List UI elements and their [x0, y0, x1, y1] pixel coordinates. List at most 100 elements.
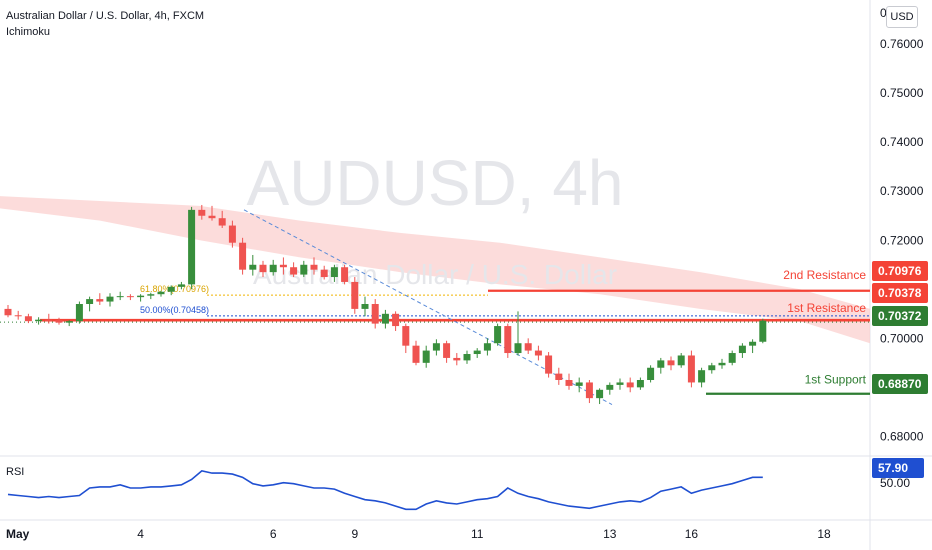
indicator-label: Ichimoku: [6, 26, 50, 38]
candle-body[interactable]: [14, 315, 22, 317]
candle-body[interactable]: [4, 308, 12, 316]
candle-body[interactable]: [96, 299, 104, 302]
candle-body[interactable]: [351, 281, 359, 309]
price-axis[interactable]: 0.76000 0.75000 0.74000 0.73000 0.72000 0.700…: [880, 6, 924, 443]
candle-body[interactable]: [494, 326, 502, 344]
time-tick-label: 9: [351, 527, 358, 541]
watermark-symbol: AUDUSD, 4h: [247, 147, 624, 219]
candle-body[interactable]: [545, 355, 553, 374]
candle-body[interactable]: [75, 304, 83, 322]
time-tick-label: 13: [603, 527, 617, 541]
candle-body[interactable]: [310, 264, 318, 270]
candle-body[interactable]: [565, 380, 573, 386]
candle-body[interactable]: [126, 296, 134, 298]
candle-body[interactable]: [432, 343, 440, 351]
current-price-tag: [872, 283, 928, 303]
candle-body[interactable]: [667, 360, 675, 366]
candle-body[interactable]: [473, 350, 481, 355]
price-tick-label: 0.68000: [880, 429, 924, 443]
candlestick-series[interactable]: [4, 204, 767, 405]
candle-body[interactable]: [300, 264, 308, 275]
candle-body[interactable]: [524, 343, 532, 351]
time-tick-label: 6: [270, 527, 277, 541]
candle-body[interactable]: [483, 343, 491, 351]
rsi-value-tag: [872, 458, 924, 478]
candle-body[interactable]: [453, 357, 461, 361]
time-tick-label: 18: [817, 527, 831, 541]
candle-body[interactable]: [116, 296, 124, 298]
candle-body[interactable]: [86, 299, 94, 304]
candle-body[interactable]: [392, 313, 400, 327]
candle-body[interactable]: [269, 264, 277, 273]
candle-body[interactable]: [738, 345, 746, 354]
candle-body[interactable]: [106, 296, 114, 302]
candle-body[interactable]: [198, 209, 206, 216]
time-axis[interactable]: May 4 6 9 11 13 16 18: [6, 527, 831, 541]
time-tick-label: 16: [685, 527, 699, 541]
candle-body[interactable]: [157, 291, 165, 295]
candle-body[interactable]: [728, 353, 736, 363]
candle-body[interactable]: [555, 373, 563, 380]
levels-layer: 61.80%(0.70976)50.00%(0.70458)2nd Resist…: [0, 209, 928, 405]
candle-body[interactable]: [259, 264, 267, 273]
candle-body[interactable]: [749, 341, 757, 346]
candle-body[interactable]: [361, 304, 369, 309]
candle-body[interactable]: [626, 382, 634, 388]
candle-body[interactable]: [177, 284, 185, 287]
resistance1-label: 1st Resistance: [787, 301, 866, 315]
candle-body[interactable]: [636, 380, 644, 388]
candle-body[interactable]: [504, 326, 512, 354]
candle-body[interactable]: [698, 370, 706, 383]
candle-body[interactable]: [65, 321, 73, 323]
candle-body[interactable]: [463, 354, 471, 361]
candle-body[interactable]: [534, 350, 542, 356]
watermark-name: Australian Dollar / U.S. Dollar: [253, 259, 617, 290]
candle-body[interactable]: [657, 360, 665, 368]
candle-body[interactable]: [228, 225, 236, 243]
candle-body[interactable]: [514, 343, 522, 354]
candle-body[interactable]: [596, 389, 604, 399]
candle-body[interactable]: [422, 350, 430, 363]
candle-body[interactable]: [402, 326, 410, 346]
resistance2-tag: [872, 261, 928, 281]
candle-body[interactable]: [239, 242, 247, 270]
candle-body[interactable]: [208, 215, 216, 219]
price-tick-label: 0.76000: [880, 37, 924, 51]
candle-body[interactable]: [35, 319, 43, 322]
candle-body[interactable]: [320, 269, 328, 278]
time-tick-label: 11: [471, 527, 484, 541]
candle-body[interactable]: [188, 209, 196, 285]
cloud-shape: [0, 196, 870, 344]
resistance2-value: 0.70976: [878, 264, 922, 278]
support1-tag: [872, 374, 928, 394]
candle-body[interactable]: [290, 267, 298, 275]
candle-body[interactable]: [147, 294, 155, 296]
currency-button[interactable]: USD: [886, 6, 918, 28]
candle-body[interactable]: [137, 295, 145, 298]
candle-body[interactable]: [677, 355, 685, 366]
candle-body[interactable]: [708, 365, 716, 371]
candle-body[interactable]: [24, 316, 32, 322]
candle-body[interactable]: [718, 362, 726, 366]
candle-body[interactable]: [412, 345, 420, 363]
candle-body[interactable]: [330, 267, 338, 278]
candle-body[interactable]: [585, 382, 593, 399]
candle-body[interactable]: [279, 264, 287, 268]
candle-body[interactable]: [443, 343, 451, 358]
candle-body[interactable]: [218, 218, 226, 226]
time-tick-label: May: [6, 527, 30, 541]
candle-body[interactable]: [759, 320, 767, 342]
candle-body[interactable]: [647, 367, 655, 380]
candle-body[interactable]: [381, 313, 389, 324]
candle-body[interactable]: [616, 382, 624, 385]
candle-body[interactable]: [341, 267, 349, 282]
candle-body[interactable]: [575, 382, 583, 386]
candle-body[interactable]: [45, 319, 53, 321]
candle-body[interactable]: [606, 384, 614, 390]
candle-body[interactable]: [55, 320, 63, 323]
candle-body[interactable]: [687, 355, 695, 383]
candle-body[interactable]: [249, 264, 257, 270]
candle-body[interactable]: [167, 286, 175, 292]
candle-body[interactable]: [371, 304, 379, 324]
